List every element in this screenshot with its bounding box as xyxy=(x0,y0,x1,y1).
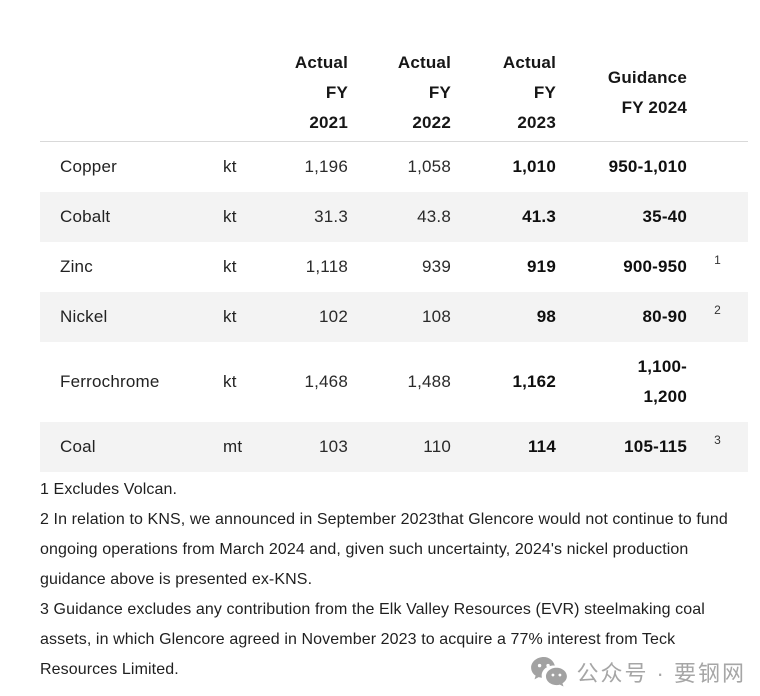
footnote-ref: 3 xyxy=(714,433,721,447)
wechat-watermark: 公众号 · 要钢网 xyxy=(530,656,746,688)
value-fy2023: 114 xyxy=(527,437,556,456)
footnote-3: 3 Guidance excludes any contribution fro… xyxy=(40,601,705,678)
value-fy2023: 919 xyxy=(527,257,556,276)
value-fy2021: 1,118 xyxy=(305,257,348,276)
value-guidance: 35-40 xyxy=(642,207,687,226)
value-fy2022: 110 xyxy=(423,437,451,456)
value-guidance: 80-90 xyxy=(642,307,687,326)
unit-label: kt xyxy=(223,157,237,176)
unit-label: kt xyxy=(223,257,237,276)
header-actual-fy2021: Actual FY 2021 xyxy=(294,52,348,132)
header-actual-fy2022: Actual FY 2022 xyxy=(397,52,451,132)
header-actual-fy2023: Actual FY 2023 xyxy=(502,52,556,132)
footnote-ref xyxy=(687,342,748,353)
value-fy2021: 31.3 xyxy=(314,207,348,226)
value-fy2021: 1,196 xyxy=(304,157,348,176)
header-guidance-fy2024: Guidance FY 2024 xyxy=(607,67,687,117)
commodity-label: Coal xyxy=(60,437,96,456)
watermark-text: 公众号 · 要钢网 xyxy=(576,661,746,686)
commodity-label: Zinc xyxy=(60,257,93,276)
value-fy2021: 1,468 xyxy=(304,372,348,391)
table-row-ferrochrome: Ferrochrome kt 1,468 1,488 1,162 1,100- … xyxy=(40,342,748,422)
unit-label: kt xyxy=(223,207,237,226)
footnote-ref xyxy=(687,142,748,153)
unit-label: kt xyxy=(223,372,237,391)
value-fy2022: 939 xyxy=(422,257,451,276)
footnotes-block: 1 Excludes Volcan. 2 In relation to KNS,… xyxy=(40,475,740,685)
footnote-ref: 2 xyxy=(714,303,721,317)
table-row-nickel: Nickel kt 102 108 98 80-90 2 xyxy=(40,292,748,342)
value-guidance: 1,100- 1,200 xyxy=(637,357,687,406)
value-fy2022: 1,488 xyxy=(407,372,451,391)
table-row-coal: Coal mt 103 110 114 105-115 3 xyxy=(40,422,748,472)
value-guidance: 105-115 xyxy=(624,437,687,456)
value-guidance: 950-1,010 xyxy=(608,157,687,176)
wechat-icon xyxy=(530,656,568,688)
commodity-label: Ferrochrome xyxy=(60,372,160,391)
value-fy2023: 41.3 xyxy=(522,207,556,226)
value-fy2022: 1,058 xyxy=(407,157,451,176)
table-row-cobalt: Cobalt kt 31.3 43.8 41.3 35-40 xyxy=(40,192,748,242)
table-header-row: Actual FY 2021 Actual FY 2022 Actual FY … xyxy=(40,0,748,142)
value-fy2021: 103 xyxy=(319,437,348,456)
table-row-copper: Copper kt 1,196 1,058 1,010 950-1,010 xyxy=(40,142,748,192)
value-guidance: 900-950 xyxy=(623,257,687,276)
table-row-zinc: Zinc kt 1,118 939 919 900-950 1 xyxy=(40,242,748,292)
commodity-label: Cobalt xyxy=(60,207,111,226)
unit-label: kt xyxy=(223,307,237,326)
footnote-1: 1 Excludes Volcan. xyxy=(40,481,177,498)
value-fy2022: 43.8 xyxy=(417,207,451,226)
footnote-ref xyxy=(687,192,748,203)
commodity-label: Nickel xyxy=(60,307,108,326)
footnote-ref: 1 xyxy=(714,253,721,267)
value-fy2023: 1,010 xyxy=(512,157,556,176)
value-fy2023: 98 xyxy=(536,307,556,326)
unit-label: mt xyxy=(223,437,243,456)
value-fy2023: 1,162 xyxy=(512,372,556,391)
commodity-label: Copper xyxy=(60,157,117,176)
value-fy2022: 108 xyxy=(422,307,451,326)
value-fy2021: 102 xyxy=(319,307,348,326)
footnote-2: 2 In relation to KNS, we announced in Se… xyxy=(40,511,728,588)
